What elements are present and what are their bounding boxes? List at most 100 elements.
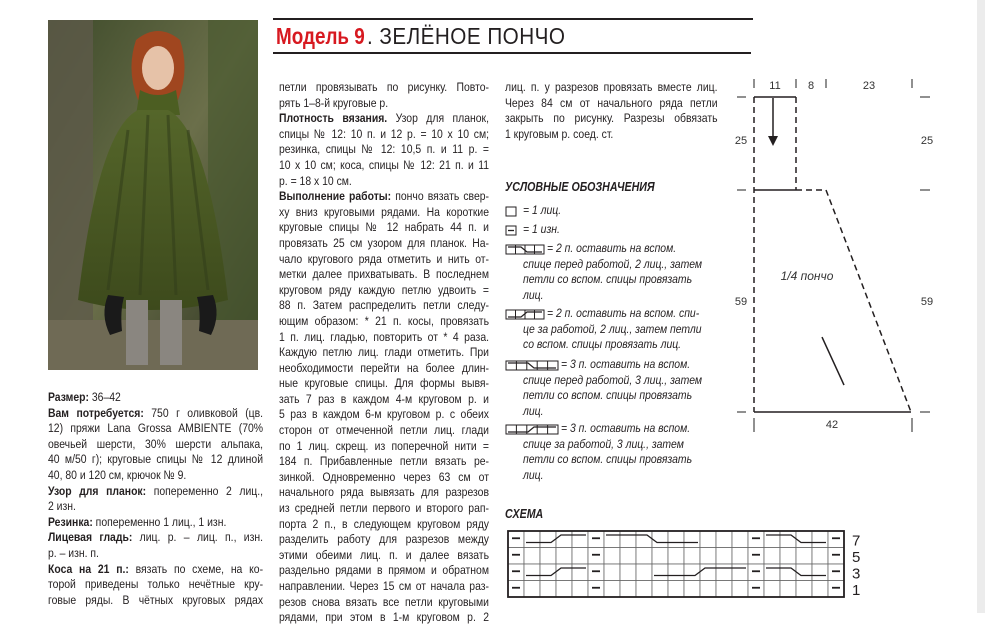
dimension-ticks (737, 79, 930, 432)
text-line: круговые спицы № 12 набрать 44 п. и (279, 220, 489, 236)
text-line: этими обеими лиц. п. и далее вязать (279, 548, 489, 564)
chart-cell (587, 547, 605, 565)
chart-cell (811, 547, 829, 565)
height-label: 59 (921, 296, 933, 308)
chart-cell (667, 530, 685, 548)
text-line: петли провязывать по рисунку. Повто- (279, 80, 489, 96)
text-line: Коса на 21 п.: вязать по схеме, на ко- (48, 562, 263, 578)
legend-text: спице за работой, 3 лиц., затем (523, 436, 684, 451)
chart-border (507, 530, 845, 598)
text-line: направлении. Через 15 см от начала раз- (279, 579, 489, 595)
chart-cell (715, 580, 733, 598)
text-content: попеременно 2 лиц., (146, 483, 264, 498)
chart-cell (603, 563, 621, 581)
chart-cell (779, 563, 797, 581)
text-line: говые ряды. В чётных круговых рядах (48, 593, 263, 609)
chart-cell (763, 530, 781, 548)
cable-3-front-icon (505, 360, 559, 371)
header-rule-top (273, 18, 753, 20)
woman-in-green-poncho-photo (48, 20, 258, 370)
chart-cell (619, 563, 637, 581)
text-content: 40 м/50 г); круговые спицы № 12 длиной (48, 452, 264, 467)
text-content: ющим образом: * 21 п. косы, провязать (279, 313, 489, 328)
chart-cell (523, 530, 541, 548)
chart-cell (731, 563, 749, 581)
chart-cell (779, 530, 797, 548)
cable-2-back-icon (505, 309, 545, 320)
cable-3-back-icon (505, 424, 559, 435)
text-content: зать 7 раз в каждом 4-м круговом р. и (279, 391, 489, 406)
text-line: спицы № 12: 10 п. и 12 р. = 10 х 10 см; (279, 127, 489, 143)
text-content: резинка, спицы № 12: 10,5 п. и 11 р. = (279, 142, 489, 157)
legend-text: лиц. (523, 467, 544, 482)
chart-cell (635, 547, 653, 565)
text-line: из средней петли первого и второго рап- (279, 501, 489, 517)
text-content: лиц. р. – лиц. п., изн. (132, 530, 264, 545)
chart-cell (651, 530, 669, 548)
text-line: резов снова вязать все петли круговыми (279, 595, 489, 611)
chart-cell (507, 547, 525, 565)
text-content: круговые спицы № 12 набрать 44 п. и (279, 220, 489, 235)
text-content: спицы № 12: 10 п. и 12 р. = 10 х 10 см; (279, 126, 489, 141)
chart-cell (507, 580, 525, 598)
chart-cell (779, 547, 797, 565)
text-content: р. = 18 х 10 см. (279, 173, 352, 188)
text-content: 12) пряжи Lana Grossa AMBIENTE (70% (48, 421, 264, 436)
height-label: 59 (735, 296, 747, 308)
model-number: Модель 9 (276, 23, 365, 49)
text-line: Резинка: попеременно 1 лиц., 1 изн. (48, 515, 263, 531)
text-content: 184 п. Прибавленные петли вязать ре- (279, 454, 489, 469)
row-number: 3 (852, 566, 860, 583)
text-line: 88 п. Затем распределить петли следу- (279, 298, 489, 314)
text-line: резинка, спицы № 12: 10,5 п. и 11 р. = (279, 142, 489, 158)
poncho-schematic: 11 8 23 25 59 25 59 42 1/4 пончо (735, 79, 933, 432)
chart-cell (667, 563, 685, 581)
page-title: Модель 9. ЗЕЛЁНОЕ ПОНЧО (276, 21, 588, 51)
text-line: метки далее прихватывать. В последнем (279, 267, 489, 283)
text-line: Плотность вязания. Узор для планок, (279, 111, 489, 127)
cable-2-front-icon (505, 244, 545, 255)
height-label: 25 (921, 135, 933, 147)
text-content: зинкой. Одновременно через 63 см от (279, 469, 489, 484)
chart-cell (539, 547, 557, 565)
text-content: метки далее прихватывать. В последнем (279, 267, 489, 282)
text-content: 2 изн. (48, 499, 76, 514)
cable-cross (606, 534, 698, 544)
text-content: закрыть по рисунку. Разрезы обвязать (505, 111, 718, 126)
legend-item: = 1 лиц. (523, 203, 561, 219)
legend-title: УСЛОВНЫЕ ОБОЗНАЧЕНИЯ (505, 180, 655, 194)
legend-text: це за работой, 2 лиц., затем петли (523, 321, 702, 336)
chart-cell (811, 563, 829, 581)
legend-item: = 2 п. оставить на вспом. спице перед раб… (523, 241, 702, 303)
text-content: рядами, при этом в 1-м круговом р. 2 (279, 610, 489, 625)
text-line: начального ряда вывязать для разрезов (279, 485, 489, 501)
legend-text: спице перед работой, 2 лиц., затем (523, 256, 703, 271)
text-column-materials: Размер: 36–42 Вам потребуется: 750 г олив… (48, 390, 263, 608)
chart-cell (555, 530, 573, 548)
text-content: из средней петли первого и второго рап- (279, 501, 489, 516)
text-content: попеременно 1 лиц., 1 изн. (92, 514, 227, 529)
text-content: ху вниз круговыми рядами. На короткие (279, 204, 489, 219)
chart-cell (651, 547, 669, 565)
text-content: 36–42 (88, 390, 121, 404)
chart-cell (571, 580, 589, 598)
chart-cell (763, 563, 781, 581)
chart-cell (795, 580, 813, 598)
chart-cell (523, 547, 541, 565)
text-content: по 1 лиц. скрещ. из поперечной нити = (279, 438, 489, 453)
text-line: 1 п. лиц. гладью, повторить от * 4 раза. (279, 330, 489, 346)
chart-cell (555, 563, 573, 581)
chart-cell (699, 547, 717, 565)
chart-cell (763, 547, 781, 565)
cable-cross (526, 534, 586, 544)
chart-cell (587, 530, 605, 548)
cable-cross (654, 567, 746, 577)
chart-cell (635, 580, 653, 598)
text-content: раздельно рядами в прямом и обратном (279, 563, 489, 578)
side-slope (825, 189, 912, 413)
chart-cell (827, 530, 845, 548)
chart-cell (667, 547, 685, 565)
text-line: 184 п. Прибавленные петли вязать ре- (279, 454, 489, 470)
paragraph-label: Лицевая гладь: (48, 530, 133, 545)
text-line: 1 круговым р. соед. ст. (505, 127, 718, 143)
